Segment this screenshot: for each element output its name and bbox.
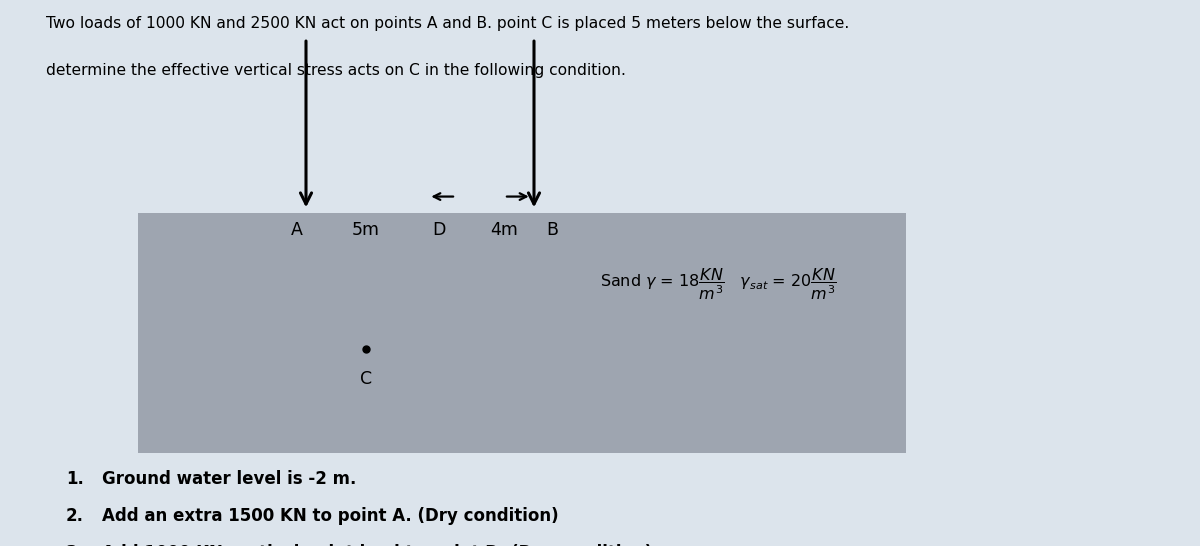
Text: Add 1000 KN vertical point load to point D. (Dry condition): Add 1000 KN vertical point load to point… bbox=[102, 544, 653, 546]
Text: Two loads of 1000 KN and 2500 KN act on points A and B. point C is placed 5 mete: Two loads of 1000 KN and 2500 KN act on … bbox=[46, 16, 848, 31]
Text: determine the effective vertical stress acts on C in the following condition.: determine the effective vertical stress … bbox=[46, 63, 625, 78]
Text: Ground water level is -2 m.: Ground water level is -2 m. bbox=[102, 470, 356, 488]
Text: B: B bbox=[546, 221, 558, 239]
Text: C: C bbox=[360, 370, 372, 388]
Text: A: A bbox=[290, 221, 302, 239]
Bar bbox=[138, 213, 906, 453]
Text: 5m: 5m bbox=[352, 221, 380, 239]
Text: D: D bbox=[432, 221, 445, 239]
Text: 2.: 2. bbox=[66, 507, 84, 525]
Text: Add an extra 1500 KN to point A. (Dry condition): Add an extra 1500 KN to point A. (Dry co… bbox=[102, 507, 559, 525]
Text: 4m: 4m bbox=[490, 221, 518, 239]
Text: 1.: 1. bbox=[66, 470, 84, 488]
Text: 3.: 3. bbox=[66, 544, 84, 546]
Text: Sand $\gamma$ = 18$\dfrac{KN}{m^3}$   $\gamma_{sat}$ = 20$\dfrac{KN}{m^3}$: Sand $\gamma$ = 18$\dfrac{KN}{m^3}$ $\ga… bbox=[600, 266, 836, 302]
